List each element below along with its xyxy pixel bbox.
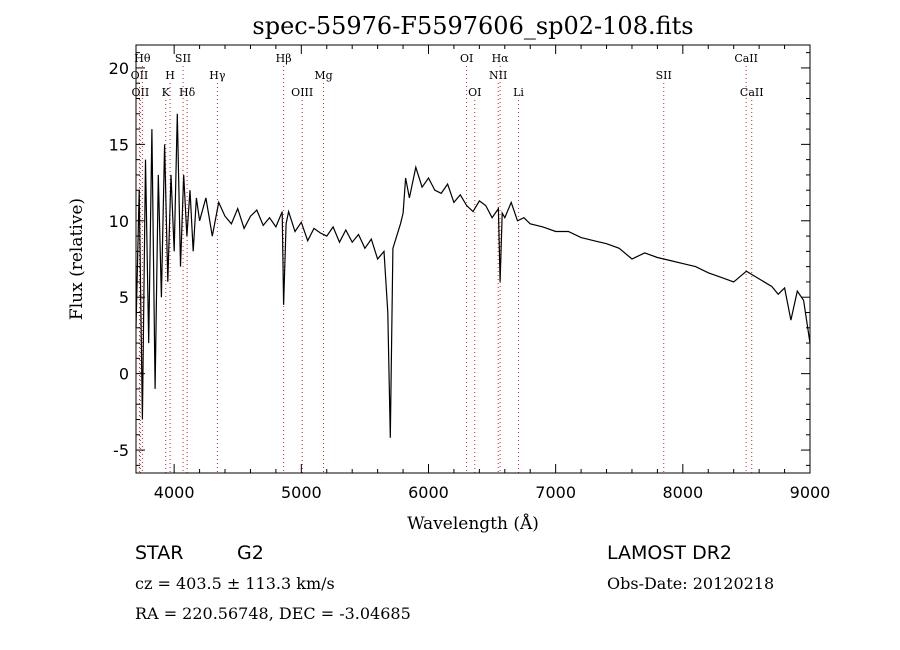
y-tick-label: 15 <box>109 135 129 154</box>
marker-label-18: CaII <box>740 86 764 99</box>
marker-label-8: Hβ <box>276 52 292 65</box>
y-tick-label: 0 <box>119 365 129 384</box>
y-tick-label: 10 <box>109 212 129 231</box>
marker-label-17: CaII <box>734 52 758 65</box>
marker-label-7: Hγ <box>209 69 226 82</box>
plot-frame <box>135 44 811 474</box>
marker-label-11: OI <box>460 52 473 65</box>
marker-label-9: OIII <box>291 86 313 99</box>
marker-label-5: SII <box>175 52 191 65</box>
object-class: STAR <box>135 542 183 564</box>
x-tick-label: 6000 <box>408 483 449 502</box>
marker-label-4: H <box>165 69 175 82</box>
y-axis-label: Flux (relative) <box>67 198 87 320</box>
marker-label-10: Mg <box>314 69 332 82</box>
y-axis-ticks: -5 0 5 10 15 20 <box>109 52 810 466</box>
x-tick-label: 8000 <box>662 483 703 502</box>
spectrum-line <box>135 113 811 438</box>
x-tick-label: 7000 <box>535 483 576 502</box>
marker-label-6: Hδ <box>179 86 196 99</box>
x-axis-ticks: 4000 5000 6000 7000 8000 9000 <box>154 45 831 502</box>
spectrum-series <box>135 113 811 438</box>
marker-label-15: Li <box>513 86 524 99</box>
x-tick-label: 4000 <box>154 483 195 502</box>
coordinates-readout: RA = 220.56748, DEC = -3.04685 <box>135 604 411 623</box>
velocity-readout: cz = 403.5 ± 113.3 km/s <box>135 574 335 593</box>
marker-label-0: OII <box>131 69 149 82</box>
y-tick-label: 20 <box>109 59 129 78</box>
x-axis-label: Wavelength (Å) <box>407 513 539 534</box>
marker-label-16: SII <box>656 69 672 82</box>
marker-label-1: OII <box>131 86 149 99</box>
object-subclass: G2 <box>237 542 264 564</box>
survey-name: LAMOST DR2 <box>607 542 732 564</box>
chart-title: spec-55976-F5597606_sp02-108.fits <box>252 12 693 40</box>
marker-label-13: NII <box>489 69 507 82</box>
x-tick-label: 9000 <box>790 483 831 502</box>
x-tick-label: 5000 <box>281 483 322 502</box>
line-markers: OIIOIIHθKHSIIHδHγHβOIIIMgOIOINIIHαLiSIIC… <box>131 52 764 473</box>
marker-label-12: OI <box>468 86 481 99</box>
marker-label-14: Hα <box>492 52 510 65</box>
y-tick-label: -5 <box>113 441 129 460</box>
marker-label-3: K <box>162 86 171 99</box>
y-tick-label: 5 <box>119 288 129 307</box>
marker-label-2: Hθ <box>134 52 151 65</box>
observation-date: Obs-Date: 20120218 <box>607 574 774 593</box>
